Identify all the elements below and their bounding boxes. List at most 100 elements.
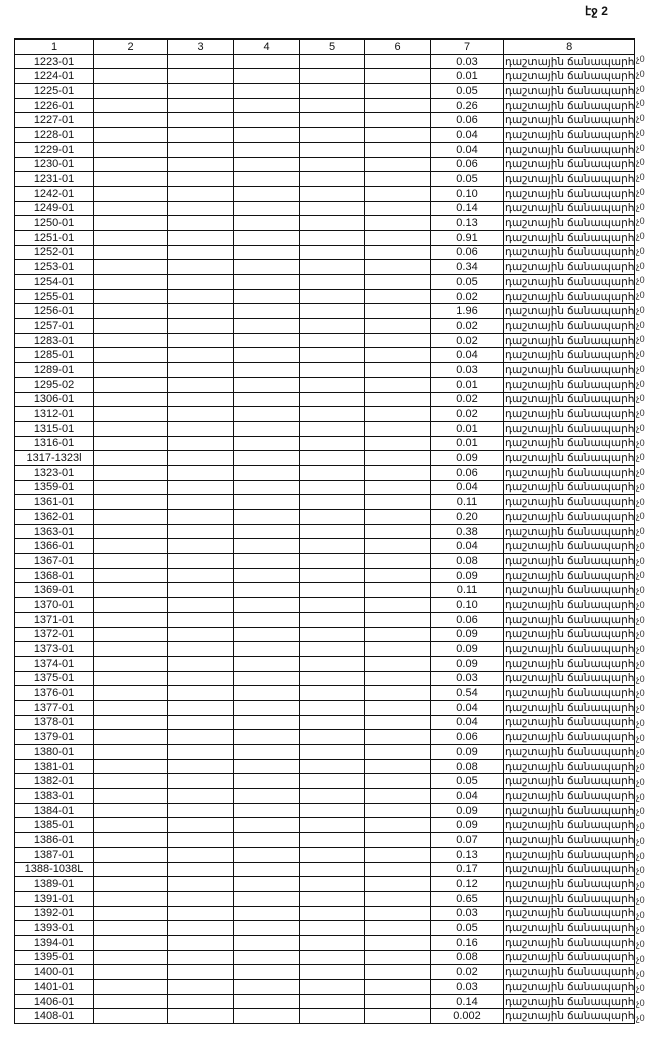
empty-cell [364,582,431,599]
empty-cell [93,861,168,878]
table-row: 1254-01 0.05 դաշտային ճանապարհ [14,274,636,290]
empty-cell [364,670,431,687]
area-value: 0.04 [430,714,504,731]
parcel-code: 1366-01 [14,538,94,555]
empty-cell [167,509,234,525]
table-row: 1387-01 0.13 դաշտային ճանապարհ [14,846,636,863]
empty-cell [93,347,168,364]
table-row: 1376-01 0.54 դաշտային ճանապարհ [14,685,636,701]
empty-cell [364,611,431,628]
parcel-code: 1391-01 [14,890,94,907]
empty-cell [299,905,365,922]
empty-cell [167,523,234,540]
empty-cell [299,464,365,481]
land-use-type: դաշտային ճանապարհ [502,685,636,701]
empty-cell [364,420,431,437]
empty-cell [364,553,431,569]
area-value: 0.91 [430,229,504,246]
empty-cell [233,523,300,540]
margin-fragment: չ0 [636,658,645,669]
area-value: 0.09 [430,641,504,657]
parcel-code: 1379-01 [14,729,94,745]
empty-cell [233,450,300,466]
parcel-code: 1374-01 [14,655,94,672]
margin-fragment: չ0 [636,953,645,964]
table-row: 1372-01 0.09 դաշտային ճանապարհ [14,626,636,643]
margin-fragment: չ0 [636,924,645,935]
empty-cell [93,773,168,790]
parcel-code: 1363-01 [14,523,94,540]
empty-cell [299,479,365,496]
area-value: 0.26 [430,97,504,114]
land-use-type: դաշտային ճանապարհ [502,200,636,217]
empty-cell [299,567,365,584]
land-use-type: դաշտային ճանապարհ [502,244,636,261]
table-row: 1242-01 0.10 դաշտային ճանապարհ [14,185,636,202]
area-value: 0.09 [430,567,504,584]
empty-cell [167,817,234,834]
parcel-code: 1306-01 [14,391,94,408]
margin-fragment: չ0 [636,821,645,831]
parcel-code: 1362-01 [14,509,94,525]
empty-cell [167,318,234,334]
table-row: 1226-01 0.26 դաշտային ճանապարհ [14,97,636,114]
empty-cell [93,127,168,143]
land-use-type: դաշտային ճանապարհ [502,494,636,510]
land-use-type: դաշտային ճանապարհ [502,699,636,716]
table-row: 1225-01 0.05 դաշտային ճանապարհ [14,83,636,99]
land-use-type: դաշտային ճանապարհ [502,479,636,496]
margin-fragment: չ0 [636,585,645,595]
empty-cell [93,979,168,995]
land-use-type: դաշտային ճանապարհ [502,376,636,393]
empty-cell [364,509,431,525]
table-row: 1363-01 0.38 դաշտային ճանապարհ [14,523,636,540]
empty-cell [364,567,431,584]
empty-cell [167,332,234,349]
table-row: 1361-01 0.11 դաշտային ճանապարհ [14,494,636,510]
table-row: 1312-01 0.02 դաշտային ճանապարհ [14,406,636,422]
empty-cell [167,450,234,466]
empty-cell [93,1008,168,1025]
margin-fragment: չ0 [636,422,645,433]
area-value: 0.02 [430,332,504,349]
header-row: 1 2 3 4 5 6 7 8 [14,37,636,55]
table-row: 1406-01 0.14 դաշտային ճանապարհ [14,993,636,1010]
empty-cell [364,758,431,775]
empty-cell [299,127,365,143]
empty-cell [364,435,431,452]
parcel-code: 1230-01 [14,156,94,173]
empty-cell [93,464,168,481]
empty-cell [233,494,300,510]
empty-cell [233,318,300,334]
land-use-type: դաշտային ճանապարհ [502,993,636,1010]
table-row: 1385-01 0.09 դաշտային ճանապարհ [14,817,636,834]
empty-cell [167,729,234,745]
parcel-code: 1382-01 [14,773,94,790]
table-row: 1367-01 0.08 դաշտային ճանապարհ [14,553,636,569]
area-value: 0.02 [430,391,504,408]
empty-cell [167,171,234,187]
empty-cell [299,97,365,114]
empty-cell [364,773,431,790]
area-value: 0.03 [430,53,504,70]
column-header: 4 [233,37,300,55]
empty-cell [233,244,300,261]
empty-cell [93,171,168,187]
column-header: 1 [14,37,94,55]
empty-cell [299,832,365,848]
table-row: 1371-01 0.06 դաշտային ճանապարհ [14,611,636,628]
parcel-code: 1295-02 [14,376,94,393]
land-use-type: դաշտային ճանապարհ [502,890,636,907]
empty-cell [167,670,234,687]
empty-cell [93,934,168,951]
area-value: 0.10 [430,597,504,613]
empty-cell [93,597,168,613]
empty-cell [167,97,234,114]
table-row: 1368-01 0.09 դաշտային ճանապարհ [14,567,636,584]
table-row: 1379-01 0.06 դաշտային ճանապարհ [14,729,636,745]
empty-cell [233,758,300,775]
empty-cell [233,641,300,657]
empty-cell [299,758,365,775]
empty-cell [233,420,300,437]
land-use-type: դաշտային ճանապարհ [502,758,636,775]
